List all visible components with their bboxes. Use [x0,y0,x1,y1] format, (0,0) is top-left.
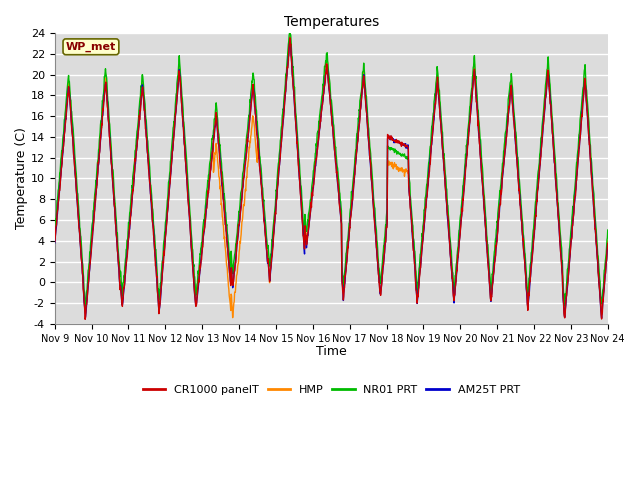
Legend: CR1000 panelT, HMP, NR01 PRT, AM25T PRT: CR1000 panelT, HMP, NR01 PRT, AM25T PRT [138,381,524,400]
X-axis label: Time: Time [316,345,347,358]
Y-axis label: Temperature (C): Temperature (C) [15,128,28,229]
Title: Temperatures: Temperatures [284,15,379,29]
Text: WP_met: WP_met [66,42,116,52]
